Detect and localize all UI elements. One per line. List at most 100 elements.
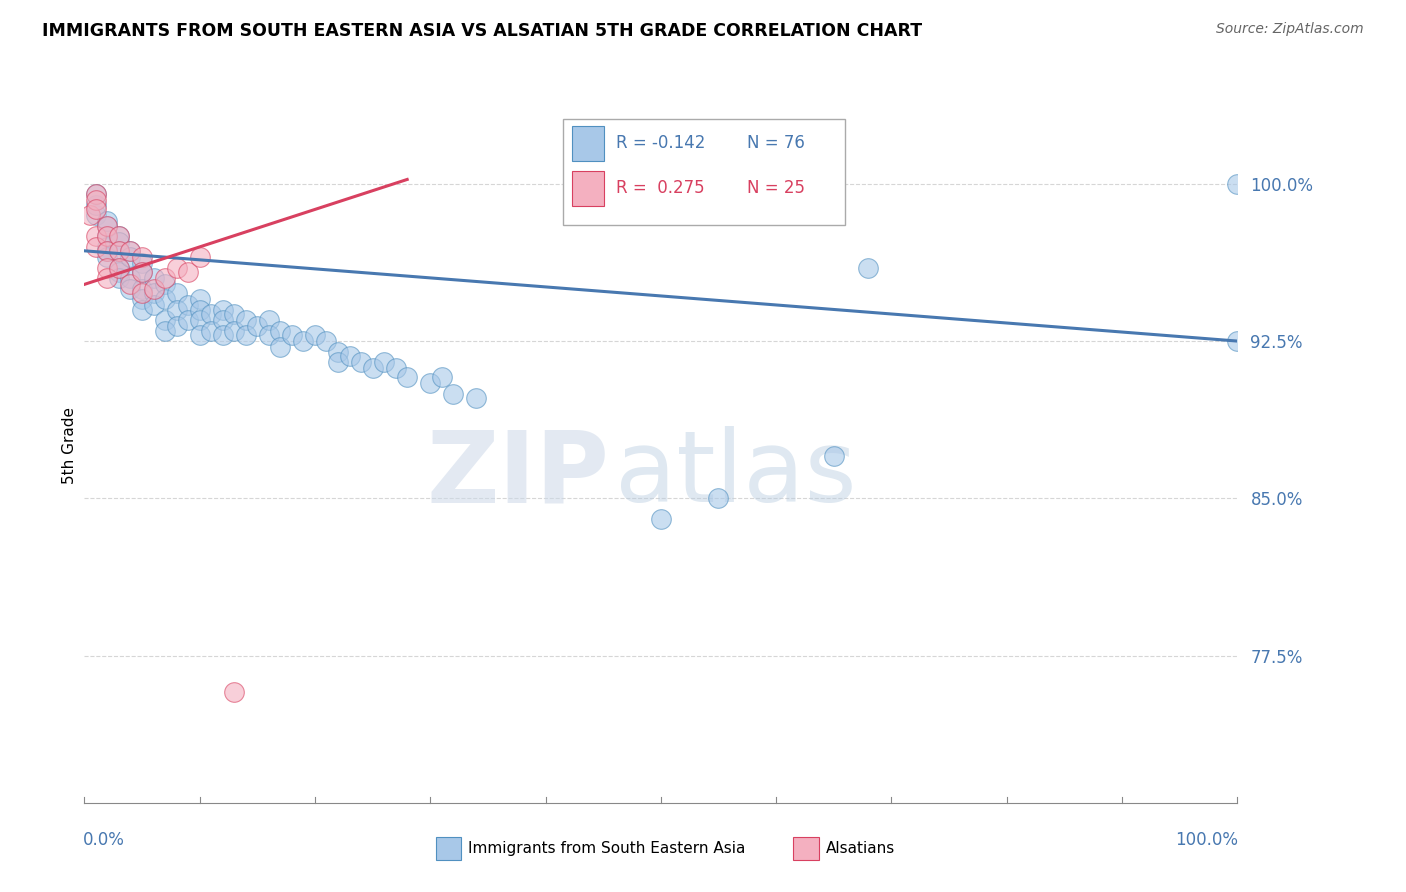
Point — [108, 244, 131, 258]
Point — [153, 313, 176, 327]
Point — [96, 260, 118, 275]
FancyBboxPatch shape — [562, 120, 845, 225]
Point — [131, 265, 153, 279]
Point — [96, 214, 118, 228]
Point — [131, 265, 153, 279]
Point — [177, 265, 200, 279]
Point — [153, 271, 176, 285]
Point — [326, 344, 349, 359]
Point — [108, 244, 131, 258]
Point — [84, 202, 107, 216]
Point — [84, 239, 107, 253]
Point — [84, 187, 107, 202]
Text: IMMIGRANTS FROM SOUTH EASTERN ASIA VS ALSATIAN 5TH GRADE CORRELATION CHART: IMMIGRANTS FROM SOUTH EASTERN ASIA VS AL… — [42, 22, 922, 40]
Point — [131, 302, 153, 317]
Point — [96, 250, 118, 264]
Text: Immigrants from South Eastern Asia: Immigrants from South Eastern Asia — [468, 841, 745, 856]
Point — [120, 244, 142, 258]
Point — [1226, 334, 1249, 348]
Point — [373, 355, 395, 369]
Point — [79, 208, 101, 222]
Point — [131, 256, 153, 270]
Point — [96, 219, 118, 233]
Point — [131, 282, 153, 296]
Point — [96, 219, 118, 233]
Point — [177, 298, 200, 312]
Point — [131, 292, 153, 306]
Point — [281, 327, 304, 342]
Bar — [572, 171, 605, 205]
Point — [257, 327, 280, 342]
Point — [84, 187, 107, 202]
Point — [269, 324, 291, 338]
Point — [96, 244, 118, 258]
Point — [257, 313, 280, 327]
Point — [84, 197, 107, 211]
Text: N = 25: N = 25 — [748, 178, 806, 196]
Point — [1226, 177, 1249, 191]
Point — [142, 285, 165, 300]
Point — [131, 285, 153, 300]
Point — [339, 349, 361, 363]
Point — [326, 355, 349, 369]
Point — [84, 208, 107, 222]
Point — [96, 244, 118, 258]
Point — [142, 282, 165, 296]
Point — [246, 319, 269, 334]
Text: Source: ZipAtlas.com: Source: ZipAtlas.com — [1216, 22, 1364, 37]
Point — [419, 376, 441, 390]
Point — [188, 302, 211, 317]
Point — [153, 292, 176, 306]
Text: R = -0.142: R = -0.142 — [616, 134, 706, 152]
Point — [96, 229, 118, 244]
Bar — [572, 127, 605, 161]
Point — [166, 302, 188, 317]
Text: Alsatians: Alsatians — [825, 841, 896, 856]
Point — [650, 512, 672, 526]
Point — [120, 244, 142, 258]
Point — [108, 260, 131, 275]
Point — [153, 324, 176, 338]
Text: 100.0%: 100.0% — [1175, 831, 1239, 849]
Point — [142, 298, 165, 312]
Bar — [793, 837, 818, 860]
Point — [166, 260, 188, 275]
Text: R =  0.275: R = 0.275 — [616, 178, 704, 196]
Point — [707, 491, 730, 506]
Point — [304, 327, 326, 342]
Point — [166, 285, 188, 300]
Text: N = 76: N = 76 — [748, 134, 806, 152]
Text: atlas: atlas — [614, 426, 856, 523]
Point — [224, 307, 246, 321]
Bar — [436, 837, 461, 860]
Point — [235, 327, 257, 342]
Point — [350, 355, 373, 369]
Point — [108, 265, 131, 279]
Point — [96, 239, 118, 253]
Point — [224, 324, 246, 338]
Y-axis label: 5th Grade: 5th Grade — [62, 408, 77, 484]
Point — [188, 292, 211, 306]
Text: ZIP: ZIP — [426, 426, 609, 523]
Point — [108, 271, 131, 285]
Point — [430, 369, 453, 384]
Point — [200, 307, 222, 321]
Point — [384, 361, 406, 376]
Point — [131, 250, 153, 264]
Point — [269, 340, 291, 354]
Point — [166, 319, 188, 334]
Point — [108, 260, 131, 275]
Point — [211, 302, 233, 317]
Point — [177, 313, 200, 327]
Text: 0.0%: 0.0% — [83, 831, 125, 849]
Point — [120, 250, 142, 264]
Point — [120, 282, 142, 296]
Point — [108, 229, 131, 244]
Point — [188, 250, 211, 264]
Point — [858, 260, 880, 275]
Point — [396, 369, 419, 384]
Point — [200, 324, 222, 338]
Point — [823, 450, 845, 464]
Point — [224, 684, 246, 698]
Point — [108, 229, 131, 244]
